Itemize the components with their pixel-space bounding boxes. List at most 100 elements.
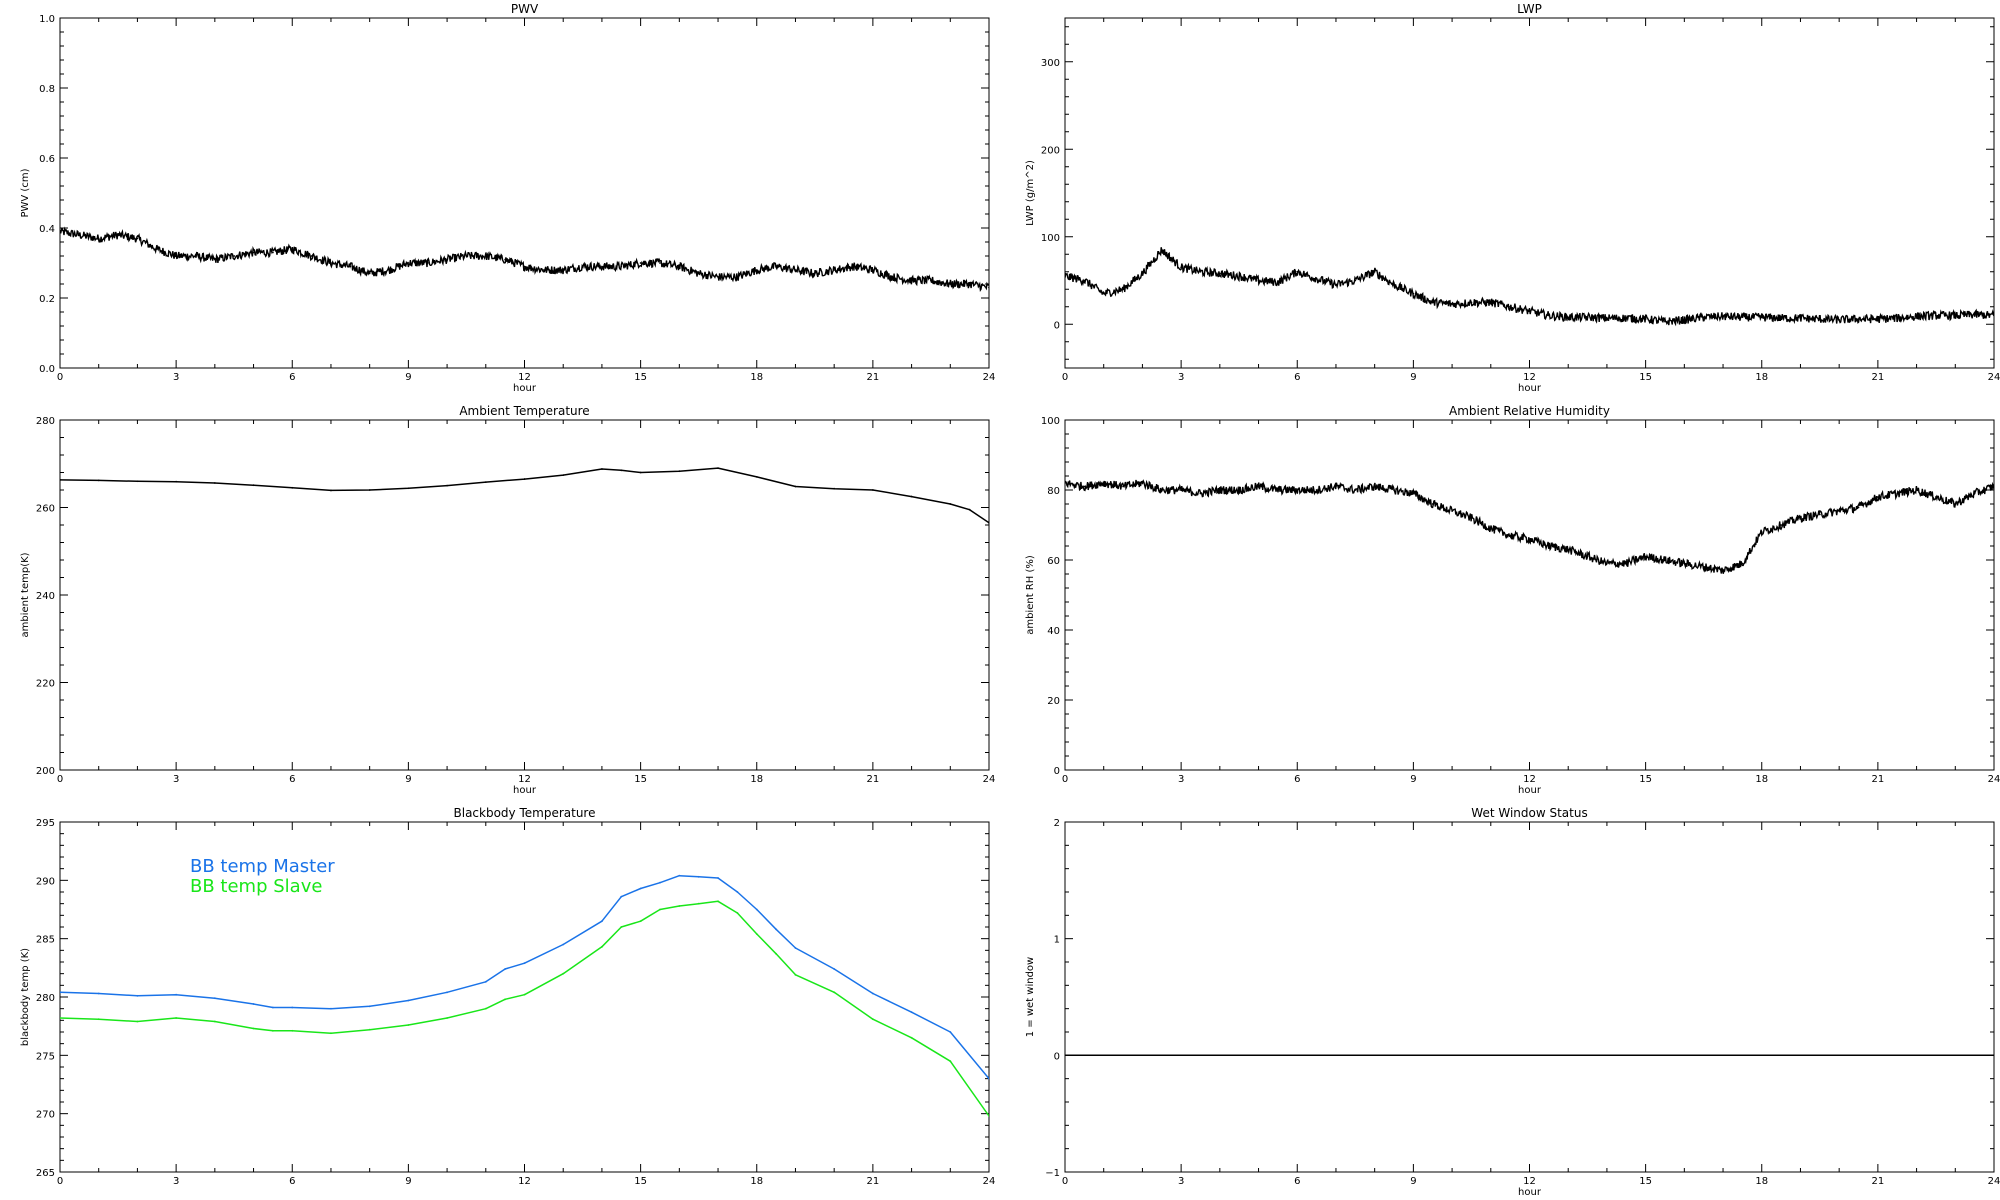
legend-entry: BB temp Master [190,856,335,877]
series-line-1 [60,900,989,1117]
data-point [1354,279,1357,282]
data-point [291,248,294,250]
y-tick-label: 0.6 [39,154,55,165]
data-point [1160,489,1163,491]
data-point [271,251,274,254]
data-point [1276,489,1279,491]
data-point [910,279,913,282]
x-tick-label: 24 [983,774,996,785]
y-tick-label: 0.2 [39,294,55,305]
data-point [97,992,100,995]
data-point [678,874,681,877]
data-point [1122,485,1124,488]
x-tick-label: 15 [1639,372,1652,383]
data-point [407,487,410,490]
data-point [1664,320,1666,323]
data-point [1199,492,1202,495]
x-tick-label: 21 [867,372,880,383]
data-point [871,489,874,491]
x-tick-label: 3 [173,1176,179,1187]
x-tick-label: 24 [1988,372,2000,383]
data-point [910,1036,913,1039]
data-point [1238,275,1241,278]
data-point [1180,266,1183,269]
data-point [1257,279,1260,282]
data-point [949,503,952,505]
series-line-0 [1065,479,1994,574]
data-point [794,947,797,949]
data-point [388,269,390,271]
data-point [755,269,758,271]
data-point [1218,489,1221,491]
data-point [194,255,197,257]
y-tick-label: 280 [36,993,55,1004]
data-point [1373,485,1376,488]
y-tick-label: 265 [36,1168,55,1179]
data-point [562,943,565,946]
x-tick-label: 0 [57,1176,63,1187]
y-tick-label: 40 [1047,626,1060,637]
data-point [368,1005,371,1008]
data-point [407,262,410,264]
x-tick-label: 9 [405,774,411,785]
data-point [930,279,932,282]
data-point [523,993,526,996]
data-point [155,248,158,250]
data-point [1993,485,1994,488]
data-point [368,489,371,491]
x-tick-label: 9 [1410,774,1416,785]
data-point [97,1018,100,1021]
data-point [1141,482,1144,484]
data-point [1296,489,1299,491]
data-point [446,484,448,487]
data-point [523,962,526,965]
data-point [871,992,874,995]
data-point [1065,275,1066,278]
y-tick-label: 0.0 [39,364,55,375]
chart-title: Ambient Temperature [459,404,589,418]
data-point [639,920,642,923]
data-point [562,972,565,975]
data-point [1664,559,1666,561]
data-point [1683,562,1686,565]
data-point [1702,566,1705,568]
data-point [736,891,739,893]
data-point [1876,496,1879,498]
x-tick-label: 6 [289,1176,295,1187]
data-point [60,991,61,994]
data-point [1528,538,1531,540]
x-tick-label: 18 [750,1176,763,1187]
y-tick-label: 0.8 [39,84,55,95]
data-point [1238,489,1241,491]
data-point [1857,318,1860,320]
x-tick-label: 6 [1294,774,1300,785]
series-line-0 [60,226,989,292]
data-point [310,255,313,257]
data-point [1065,482,1066,484]
data-point [1567,548,1570,551]
data-point [175,993,178,996]
plot-frame [59,17,990,369]
x-tick-label: 15 [1639,1176,1652,1187]
y-tick-label: 2 [1054,818,1060,829]
data-point [1915,489,1918,491]
data-point [697,875,700,878]
data-point [871,269,874,271]
data-point [910,495,913,498]
data-point [504,258,507,261]
data-point [1818,318,1821,320]
data-point [1567,316,1570,319]
data-point [330,1007,332,1010]
x-tick-label: 18 [1755,372,1768,383]
data-point [678,470,681,473]
data-point [1373,270,1376,273]
x-tick-label: 15 [1639,774,1652,785]
y-axis-label: LWP (g/m^2) [1025,160,1036,226]
data-point [1818,513,1821,516]
y-tick-label: 1 [1054,935,1060,946]
data-point [678,905,681,907]
data-point [871,1018,874,1021]
data-point [1993,314,1994,317]
data-point [349,265,352,268]
data-point [717,900,719,903]
